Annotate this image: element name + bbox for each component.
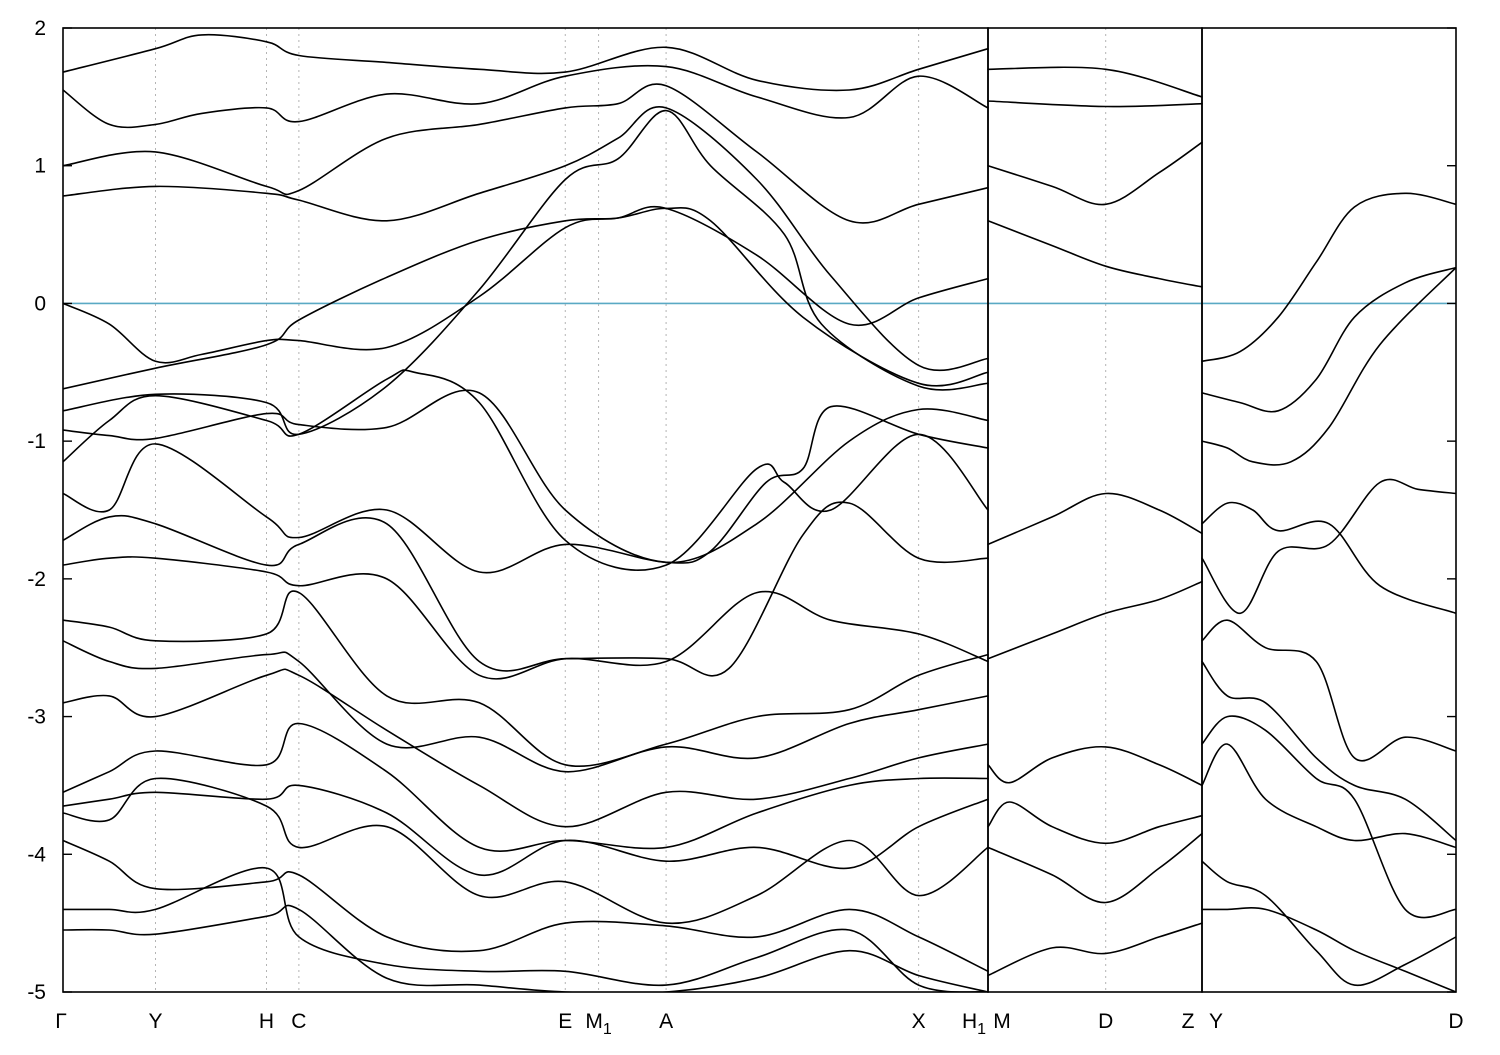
band-line [63, 722, 989, 852]
band-line [1201, 192, 1456, 363]
band-line [63, 867, 989, 992]
panel-frame [1201, 27, 1457, 993]
band-line [1201, 266, 1456, 413]
band-line [1201, 478, 1456, 615]
y-tick-label: 1 [34, 155, 46, 178]
band-line [987, 220, 1203, 288]
y-tick-label: -5 [27, 981, 46, 1004]
band-line [987, 100, 1203, 108]
band-line [987, 922, 1203, 977]
band-line [987, 745, 1203, 787]
band-line [1201, 907, 1456, 992]
y-tick-label: -3 [27, 706, 46, 729]
band-line [63, 590, 989, 767]
kpoint-label: Y [1209, 1010, 1223, 1033]
band-line [63, 405, 989, 574]
band-line [987, 66, 1203, 98]
band-line [1201, 501, 1456, 615]
kpoint-label: M1 [585, 1010, 612, 1038]
band-line [1201, 743, 1456, 849]
kpoint-label: Y [148, 1010, 162, 1033]
band-line [987, 492, 1203, 546]
band-line [63, 109, 989, 436]
y-tick-label: 0 [34, 292, 46, 315]
band-line [63, 206, 989, 364]
band-line [63, 389, 989, 564]
band-line [63, 369, 989, 571]
band-line [1201, 860, 1456, 987]
band-line [63, 64, 989, 129]
kpoint-label: X [912, 1010, 926, 1033]
band-line [63, 33, 989, 92]
band-line [987, 580, 1203, 660]
band-line [63, 668, 989, 828]
kpoint-label: C [291, 1010, 306, 1033]
kpoint-label: D [1098, 1010, 1113, 1033]
band-line [987, 141, 1203, 206]
ticks-layer [63, 27, 1456, 993]
kpoint-label: E [558, 1010, 572, 1033]
band-line [63, 640, 989, 773]
band-line [63, 83, 989, 224]
kpoint-label: H [259, 1010, 274, 1033]
band-line [63, 501, 989, 677]
kpoint-label: M [993, 1010, 1011, 1033]
band-line [63, 904, 989, 992]
band-line [63, 106, 989, 372]
band-line [987, 801, 1203, 845]
band-line [63, 839, 989, 973]
kpoint-label: H1 [962, 1010, 986, 1038]
band-line [63, 206, 989, 390]
band-line [1201, 660, 1456, 842]
band-line [63, 777, 989, 925]
kpoint-label: D [1448, 1010, 1463, 1033]
band-line [987, 832, 1203, 904]
bands-layer [63, 33, 1456, 992]
band-line [1201, 266, 1456, 466]
panel-frame [987, 27, 1203, 993]
kpoint-label: Z [1182, 1010, 1195, 1033]
band-line [1201, 619, 1456, 762]
y-tick-label: 2 [34, 17, 46, 40]
band-line [1201, 715, 1456, 919]
band-line [63, 784, 989, 876]
kpoint-label: Γ [55, 1010, 67, 1033]
frames-layer [62, 27, 1457, 993]
y-tick-label: -1 [27, 430, 46, 453]
band-line [63, 556, 989, 680]
y-tick-label: -4 [27, 843, 46, 866]
kpoint-label: A [659, 1010, 673, 1033]
y-tick-label: -2 [27, 568, 46, 591]
